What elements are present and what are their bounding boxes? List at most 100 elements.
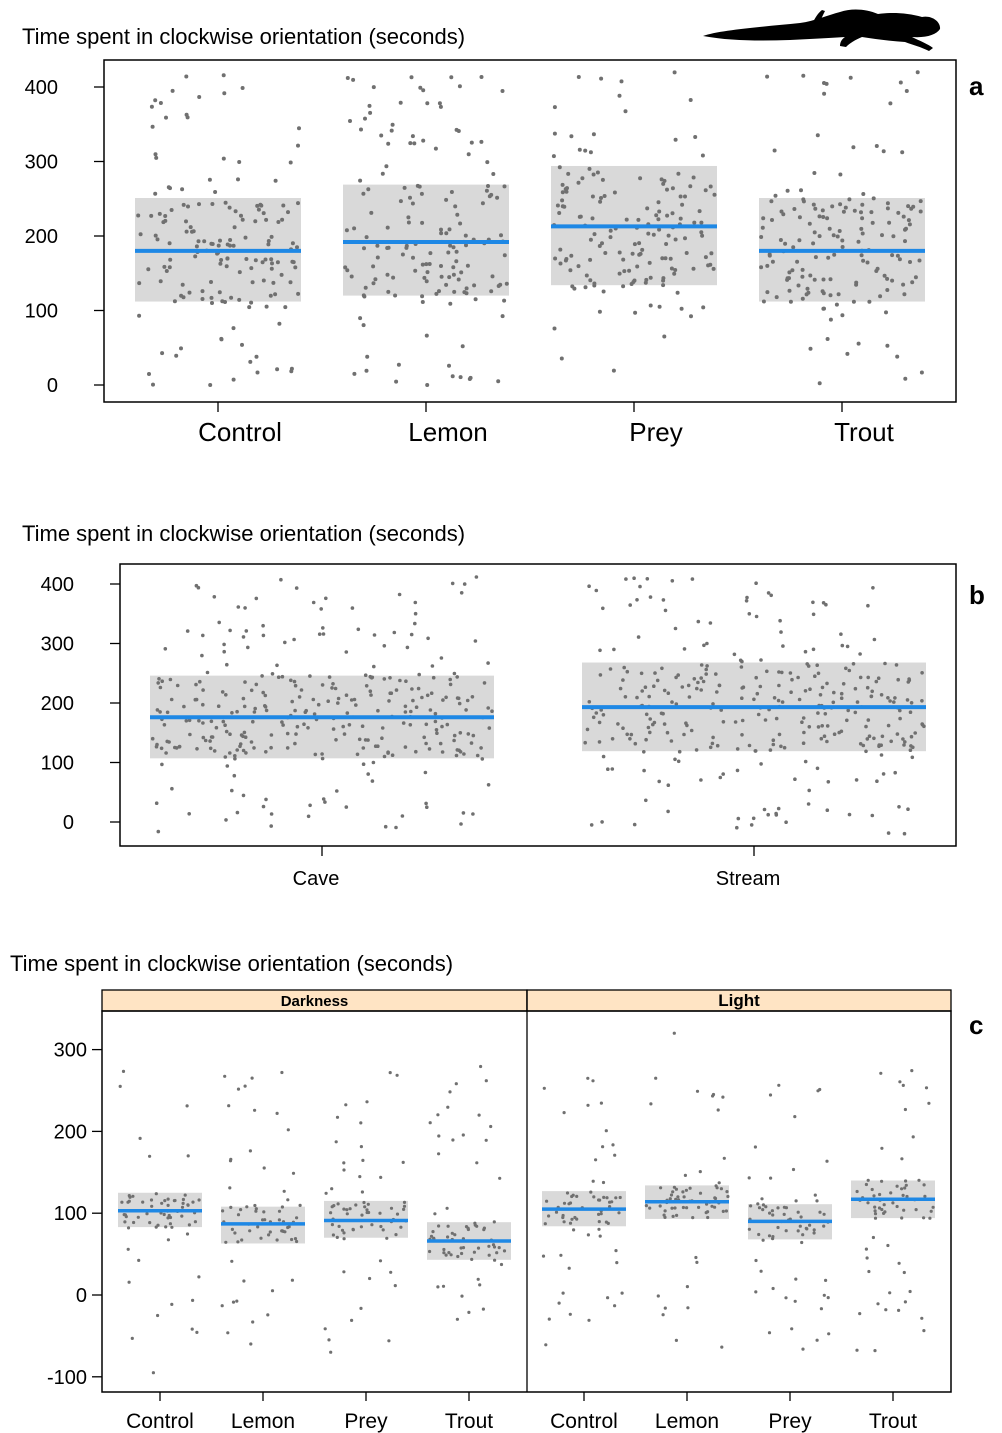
data-point [228, 1159, 233, 1163]
data-point [281, 1229, 285, 1233]
data-point [855, 700, 860, 704]
data-point [236, 177, 240, 182]
data-point [201, 735, 206, 740]
data-point [859, 253, 864, 258]
data-point [601, 289, 606, 294]
data-point [260, 260, 265, 265]
data-point [887, 220, 892, 225]
data-point [683, 194, 687, 199]
data-point [502, 298, 507, 303]
data-point [583, 148, 588, 153]
data-point [233, 209, 238, 214]
data-point [221, 73, 226, 78]
data-point [174, 353, 179, 358]
data-point [621, 678, 625, 682]
data-point [321, 626, 325, 630]
data-point [292, 679, 297, 684]
data-point [370, 779, 375, 783]
data-point [373, 277, 378, 282]
data-point [444, 1253, 448, 1257]
data-point [765, 669, 769, 674]
data-point [296, 201, 300, 206]
data-point [825, 216, 830, 221]
data-point [598, 648, 602, 653]
data-point [562, 1111, 566, 1115]
data-point [358, 316, 363, 321]
data-point [356, 627, 361, 632]
data-point [619, 79, 624, 84]
data-point [241, 696, 246, 701]
data-point [153, 233, 158, 238]
data-point [628, 603, 632, 607]
data-point [433, 719, 438, 724]
data-point [879, 1071, 883, 1075]
data-point [264, 708, 269, 713]
data-point [219, 337, 224, 342]
data-point [657, 304, 662, 309]
data-point [481, 1307, 485, 1311]
data-point [663, 608, 668, 613]
data-point [740, 696, 744, 700]
data-point [362, 1200, 366, 1205]
data-point [760, 1197, 764, 1201]
data-point [595, 170, 600, 175]
data-point [213, 190, 218, 194]
data-point [457, 701, 462, 706]
data-point [386, 245, 391, 250]
data-point [371, 760, 376, 765]
data-point [355, 752, 360, 757]
data-point [269, 812, 274, 816]
data-point [479, 75, 484, 79]
data-point [689, 314, 693, 319]
data-point [776, 698, 781, 703]
data-point [918, 199, 923, 204]
data-point [207, 177, 212, 182]
data-point [367, 103, 372, 108]
data-point [150, 124, 155, 129]
data-point [771, 742, 776, 747]
data-point [351, 1228, 355, 1232]
data-point [478, 1283, 482, 1287]
data-point [409, 75, 414, 80]
facet-strip-label: Light [718, 991, 760, 1010]
data-point [491, 172, 496, 176]
data-point [672, 1185, 677, 1189]
data-point [879, 753, 884, 757]
data-point [306, 726, 310, 730]
data-point [426, 636, 430, 641]
data-point [342, 1207, 346, 1211]
data-point [601, 1145, 605, 1149]
data-point [694, 1255, 698, 1260]
data-point [570, 1194, 574, 1199]
data-point [217, 290, 222, 295]
data-point [197, 1275, 201, 1279]
data-point [400, 814, 405, 818]
data-point [222, 91, 227, 96]
data-point [867, 734, 872, 738]
data-point [588, 257, 593, 262]
data-point [621, 284, 626, 289]
data-point [260, 674, 264, 678]
data-point [136, 1215, 140, 1219]
data-point [461, 1246, 466, 1250]
data-point [800, 1240, 804, 1245]
data-point [692, 220, 697, 225]
data-point [172, 1199, 176, 1203]
data-point [261, 1218, 265, 1222]
y-tick-label: 0 [63, 812, 74, 834]
data-point [233, 756, 237, 761]
data-point [615, 1261, 619, 1265]
data-point [885, 201, 890, 206]
data-point [839, 729, 844, 734]
data-point [790, 1327, 794, 1331]
data-point [412, 141, 417, 146]
data-point [173, 745, 177, 750]
data-point [901, 1193, 905, 1197]
data-point [768, 748, 773, 752]
data-point [903, 740, 907, 744]
data-point [747, 743, 752, 748]
data-point [617, 1211, 621, 1215]
data-point [450, 581, 455, 586]
data-point [679, 306, 684, 311]
data-point [187, 718, 192, 723]
